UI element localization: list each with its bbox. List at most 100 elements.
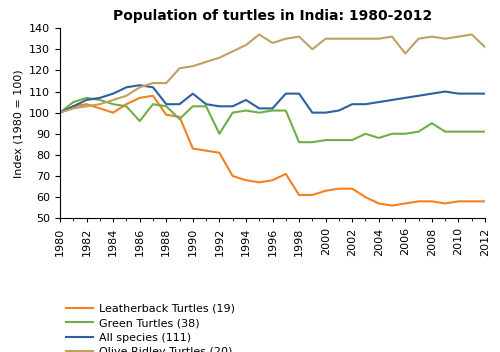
Olive Ridley Turtles (20) <box>124 94 130 98</box>
Green Turtles (38) <box>322 138 328 142</box>
Green Turtles (38) <box>57 111 63 115</box>
Olive Ridley Turtles (20) <box>468 32 474 37</box>
Olive Ridley Turtles (20) <box>456 34 462 39</box>
Leatherback Turtles (19) <box>150 94 156 98</box>
All species (111) <box>230 104 235 108</box>
Olive Ridley Turtles (20) <box>310 47 316 51</box>
Green Turtles (38) <box>110 102 116 106</box>
Olive Ridley Turtles (20) <box>110 98 116 102</box>
Leatherback Turtles (19) <box>283 172 289 176</box>
Green Turtles (38) <box>336 138 342 142</box>
Leatherback Turtles (19) <box>124 102 130 106</box>
Green Turtles (38) <box>243 108 249 113</box>
Olive Ridley Turtles (20) <box>150 81 156 85</box>
Leatherback Turtles (19) <box>256 180 262 184</box>
Leatherback Turtles (19) <box>84 102 89 106</box>
All species (111) <box>70 104 76 108</box>
Olive Ridley Turtles (20) <box>336 37 342 41</box>
Olive Ridley Turtles (20) <box>203 60 209 64</box>
Olive Ridley Turtles (20) <box>256 32 262 37</box>
Line: Leatherback Turtles (19): Leatherback Turtles (19) <box>60 96 485 206</box>
Leatherback Turtles (19) <box>216 151 222 155</box>
Olive Ridley Turtles (20) <box>482 45 488 49</box>
Olive Ridley Turtles (20) <box>322 37 328 41</box>
All species (111) <box>270 106 276 111</box>
All species (111) <box>203 102 209 106</box>
Leatherback Turtles (19) <box>176 115 182 119</box>
All species (111) <box>150 85 156 89</box>
Green Turtles (38) <box>84 96 89 100</box>
Line: Olive Ridley Turtles (20): Olive Ridley Turtles (20) <box>60 34 485 113</box>
Olive Ridley Turtles (20) <box>136 85 142 89</box>
All species (111) <box>310 111 316 115</box>
Olive Ridley Turtles (20) <box>176 66 182 70</box>
Leatherback Turtles (19) <box>349 187 355 191</box>
Leatherback Turtles (19) <box>442 201 448 206</box>
All species (111) <box>336 108 342 113</box>
Green Turtles (38) <box>456 130 462 134</box>
Olive Ridley Turtles (20) <box>402 51 408 56</box>
Olive Ridley Turtles (20) <box>270 41 276 45</box>
All species (111) <box>256 106 262 111</box>
Green Turtles (38) <box>376 136 382 140</box>
Green Turtles (38) <box>442 130 448 134</box>
Leatherback Turtles (19) <box>136 96 142 100</box>
All species (111) <box>110 92 116 96</box>
Green Turtles (38) <box>270 108 276 113</box>
All species (111) <box>283 92 289 96</box>
All species (111) <box>97 96 103 100</box>
All species (111) <box>456 92 462 96</box>
Olive Ridley Turtles (20) <box>376 37 382 41</box>
Leatherback Turtles (19) <box>456 199 462 203</box>
Leatherback Turtles (19) <box>389 203 395 208</box>
Olive Ridley Turtles (20) <box>296 34 302 39</box>
All species (111) <box>124 85 130 89</box>
Green Turtles (38) <box>362 132 368 136</box>
All species (111) <box>176 102 182 106</box>
Legend: Leatherback Turtles (19), Green Turtles (38), All species (111), Olive Ridley Tu: Leatherback Turtles (19), Green Turtles … <box>66 304 235 352</box>
All species (111) <box>416 94 422 98</box>
Leatherback Turtles (19) <box>270 178 276 182</box>
All species (111) <box>482 92 488 96</box>
Green Turtles (38) <box>190 104 196 108</box>
Olive Ridley Turtles (20) <box>84 104 89 108</box>
All species (111) <box>389 98 395 102</box>
Olive Ridley Turtles (20) <box>429 34 435 39</box>
Title: Population of turtles in India: 1980-2012: Population of turtles in India: 1980-201… <box>113 9 432 23</box>
Olive Ridley Turtles (20) <box>163 81 169 85</box>
Leatherback Turtles (19) <box>110 111 116 115</box>
All species (111) <box>190 92 196 96</box>
Leatherback Turtles (19) <box>336 187 342 191</box>
Leatherback Turtles (19) <box>296 193 302 197</box>
Leatherback Turtles (19) <box>190 146 196 151</box>
Green Turtles (38) <box>203 104 209 108</box>
Green Turtles (38) <box>482 130 488 134</box>
Leatherback Turtles (19) <box>70 104 76 108</box>
Green Turtles (38) <box>349 138 355 142</box>
Green Turtles (38) <box>163 104 169 108</box>
All species (111) <box>468 92 474 96</box>
Leatherback Turtles (19) <box>468 199 474 203</box>
Olive Ridley Turtles (20) <box>283 37 289 41</box>
Line: All species (111): All species (111) <box>60 85 485 113</box>
Leatherback Turtles (19) <box>163 113 169 117</box>
Leatherback Turtles (19) <box>322 189 328 193</box>
All species (111) <box>429 92 435 96</box>
Leatherback Turtles (19) <box>57 111 63 115</box>
Leatherback Turtles (19) <box>203 149 209 153</box>
Green Turtles (38) <box>468 130 474 134</box>
Green Turtles (38) <box>97 98 103 102</box>
Leatherback Turtles (19) <box>97 106 103 111</box>
Olive Ridley Turtles (20) <box>349 37 355 41</box>
Green Turtles (38) <box>150 102 156 106</box>
Olive Ridley Turtles (20) <box>442 37 448 41</box>
Leatherback Turtles (19) <box>402 201 408 206</box>
Green Turtles (38) <box>256 111 262 115</box>
Green Turtles (38) <box>216 132 222 136</box>
Leatherback Turtles (19) <box>243 178 249 182</box>
Green Turtles (38) <box>389 132 395 136</box>
Olive Ridley Turtles (20) <box>97 102 103 106</box>
All species (111) <box>296 92 302 96</box>
Leatherback Turtles (19) <box>376 201 382 206</box>
Leatherback Turtles (19) <box>429 199 435 203</box>
